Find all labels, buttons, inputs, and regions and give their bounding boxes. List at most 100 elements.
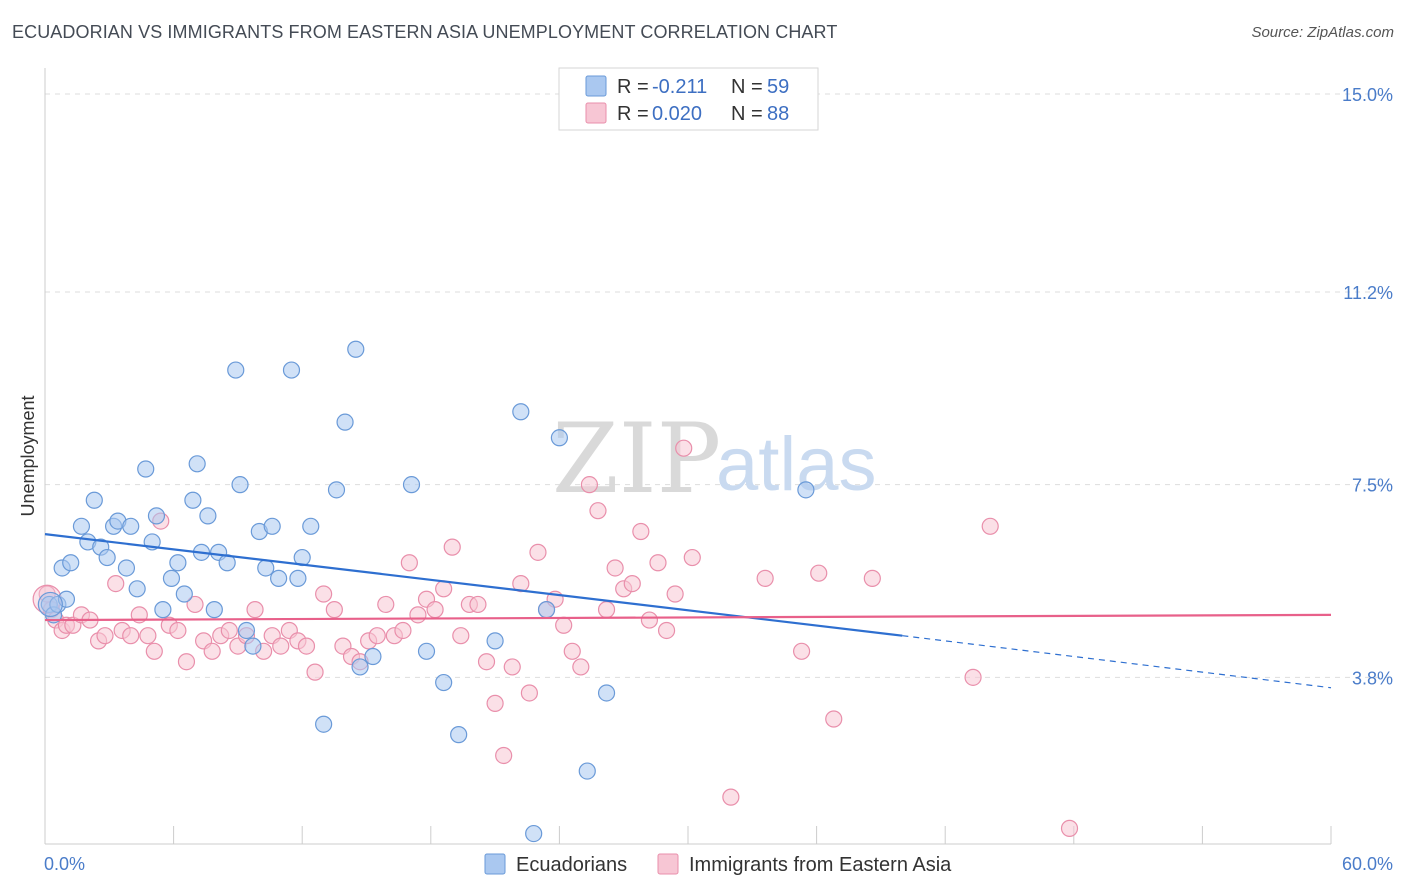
- data-point-ecuadorians: [205, 601, 223, 619]
- data-point-immigrants: [272, 637, 290, 655]
- legend-n-label-1: N =: [731, 76, 763, 98]
- data-point-immigrants: [122, 627, 140, 645]
- grid-lines: [45, 93, 1393, 678]
- trend-line-ecuadorians-extension: [902, 635, 1332, 689]
- data-point-ecuadorians: [184, 491, 202, 509]
- x-tick-label-min: 0.0%: [44, 854, 85, 874]
- trend-lines: [44, 533, 1332, 689]
- data-point-ecuadorians: [231, 476, 249, 494]
- data-point-immigrants: [469, 595, 487, 614]
- bottom-legend-swatch-ecuadorians: [484, 853, 506, 875]
- data-point-ecuadorians: [512, 403, 530, 421]
- data-point-ecuadorians: [486, 632, 504, 650]
- data-point-ecuadorians: [169, 554, 187, 572]
- data-point-immigrants: [177, 653, 196, 671]
- data-point-immigrants: [435, 580, 453, 598]
- series-ecuadorians: [37, 340, 815, 843]
- source-credit: Source: ZipAtlas.com: [1251, 24, 1394, 41]
- watermark: ZIP atlas: [552, 403, 877, 515]
- data-point-ecuadorians-cluster: [37, 591, 63, 618]
- data-point-ecuadorians: [263, 517, 281, 535]
- data-point-ecuadorians: [282, 361, 301, 379]
- data-point-immigrants: [572, 658, 590, 676]
- data-point-immigrants: [186, 595, 204, 614]
- data-point-immigrants: [495, 746, 513, 765]
- data-point-immigrants: [623, 574, 641, 593]
- data-point-ecuadorians: [364, 647, 382, 666]
- data-point-ecuadorians: [237, 621, 256, 640]
- data-point-immigrants: [657, 621, 676, 640]
- data-point-ecuadorians: [72, 517, 91, 535]
- chart-title: ECUADORIAN VS IMMIGRANTS FROM EASTERN AS…: [12, 22, 838, 42]
- data-point-immigrants: [315, 585, 333, 603]
- data-point-ecuadorians: [347, 340, 365, 358]
- data-point-immigrants: [666, 585, 684, 603]
- data-point-immigrants: [825, 710, 843, 728]
- y-tick-label: 7.5%: [1352, 476, 1393, 496]
- bottom-legend-label-ecuadorians: Ecuadorians: [516, 854, 627, 876]
- data-point-immigrants: [722, 788, 740, 806]
- data-point-ecuadorians: [154, 601, 172, 619]
- data-point-immigrants: [220, 621, 238, 640]
- data-point-immigrants: [964, 668, 982, 686]
- data-point-immigrants: [563, 642, 581, 660]
- data-point-immigrants: [632, 522, 650, 541]
- trend-line-ecuadorians: [44, 533, 903, 637]
- data-point-ecuadorians: [62, 554, 80, 572]
- data-point-immigrants: [96, 627, 114, 645]
- data-point-ecuadorians: [597, 684, 616, 702]
- data-point-immigrants: [529, 543, 547, 561]
- data-point-ecuadorians: [327, 481, 346, 499]
- data-point-immigrants: [981, 517, 999, 535]
- data-point-ecuadorians: [188, 455, 206, 473]
- data-point-immigrants: [306, 663, 324, 681]
- legend-swatch-immigrants: [585, 102, 607, 124]
- data-point-immigrants: [683, 548, 701, 567]
- series-immigrants-eastern-asia: [32, 439, 1079, 837]
- legend-r-value-1: -0.211: [652, 76, 707, 98]
- legend-n-value-2: 88: [767, 103, 789, 125]
- data-point-ecuadorians: [199, 507, 217, 525]
- bottom-legend-label-immigrants: Immigrants from Eastern Asia: [689, 854, 952, 876]
- legend-r-label-2: R =: [617, 103, 649, 125]
- data-point-immigrants: [756, 569, 774, 587]
- bottom-legend: Ecuadorians Immigrants from Eastern Asia: [484, 853, 952, 876]
- y-axis-title: Unemployment: [18, 395, 38, 516]
- data-point-immigrants: [606, 559, 624, 577]
- axes: [44, 68, 1332, 845]
- data-point-ecuadorians: [117, 559, 136, 577]
- data-point-ecuadorians: [147, 507, 166, 525]
- data-point-immigrants: [1060, 819, 1079, 837]
- data-point-immigrants: [863, 569, 881, 587]
- data-point-ecuadorians: [162, 569, 181, 587]
- data-point-immigrants: [409, 606, 427, 624]
- data-point-ecuadorians: [227, 361, 245, 379]
- y-tick-label: 3.8%: [1352, 668, 1393, 688]
- y-tick-label: 11.2%: [1343, 283, 1393, 303]
- data-point-immigrants: [555, 616, 573, 634]
- data-point-immigrants: [400, 554, 418, 572]
- data-point-immigrants: [477, 653, 496, 671]
- legend-n-value-1: 59: [767, 76, 789, 98]
- data-point-immigrants: [145, 642, 163, 660]
- data-point-ecuadorians: [137, 460, 155, 478]
- watermark-atlas: atlas: [716, 422, 877, 507]
- data-point-immigrants: [675, 439, 693, 457]
- data-point-immigrants: [394, 621, 412, 640]
- data-point-ecuadorians: [175, 585, 193, 603]
- data-point-immigrants: [512, 574, 530, 593]
- data-point-ecuadorians: [435, 673, 453, 692]
- data-point-ecuadorians: [351, 658, 369, 676]
- data-point-immigrants: [810, 564, 828, 582]
- y-tick-label: 15.0%: [1342, 85, 1393, 105]
- data-point-ecuadorians: [336, 413, 354, 431]
- data-point-immigrants: [520, 684, 538, 702]
- data-point-ecuadorians: [244, 637, 262, 655]
- x-tick-label-max: 60.0%: [1342, 854, 1393, 874]
- data-point-immigrants: [580, 476, 599, 494]
- data-point-ecuadorians: [537, 601, 556, 619]
- data-point-ecuadorians: [417, 642, 436, 660]
- data-point-ecuadorians: [122, 517, 140, 535]
- data-point-ecuadorians: [270, 569, 288, 587]
